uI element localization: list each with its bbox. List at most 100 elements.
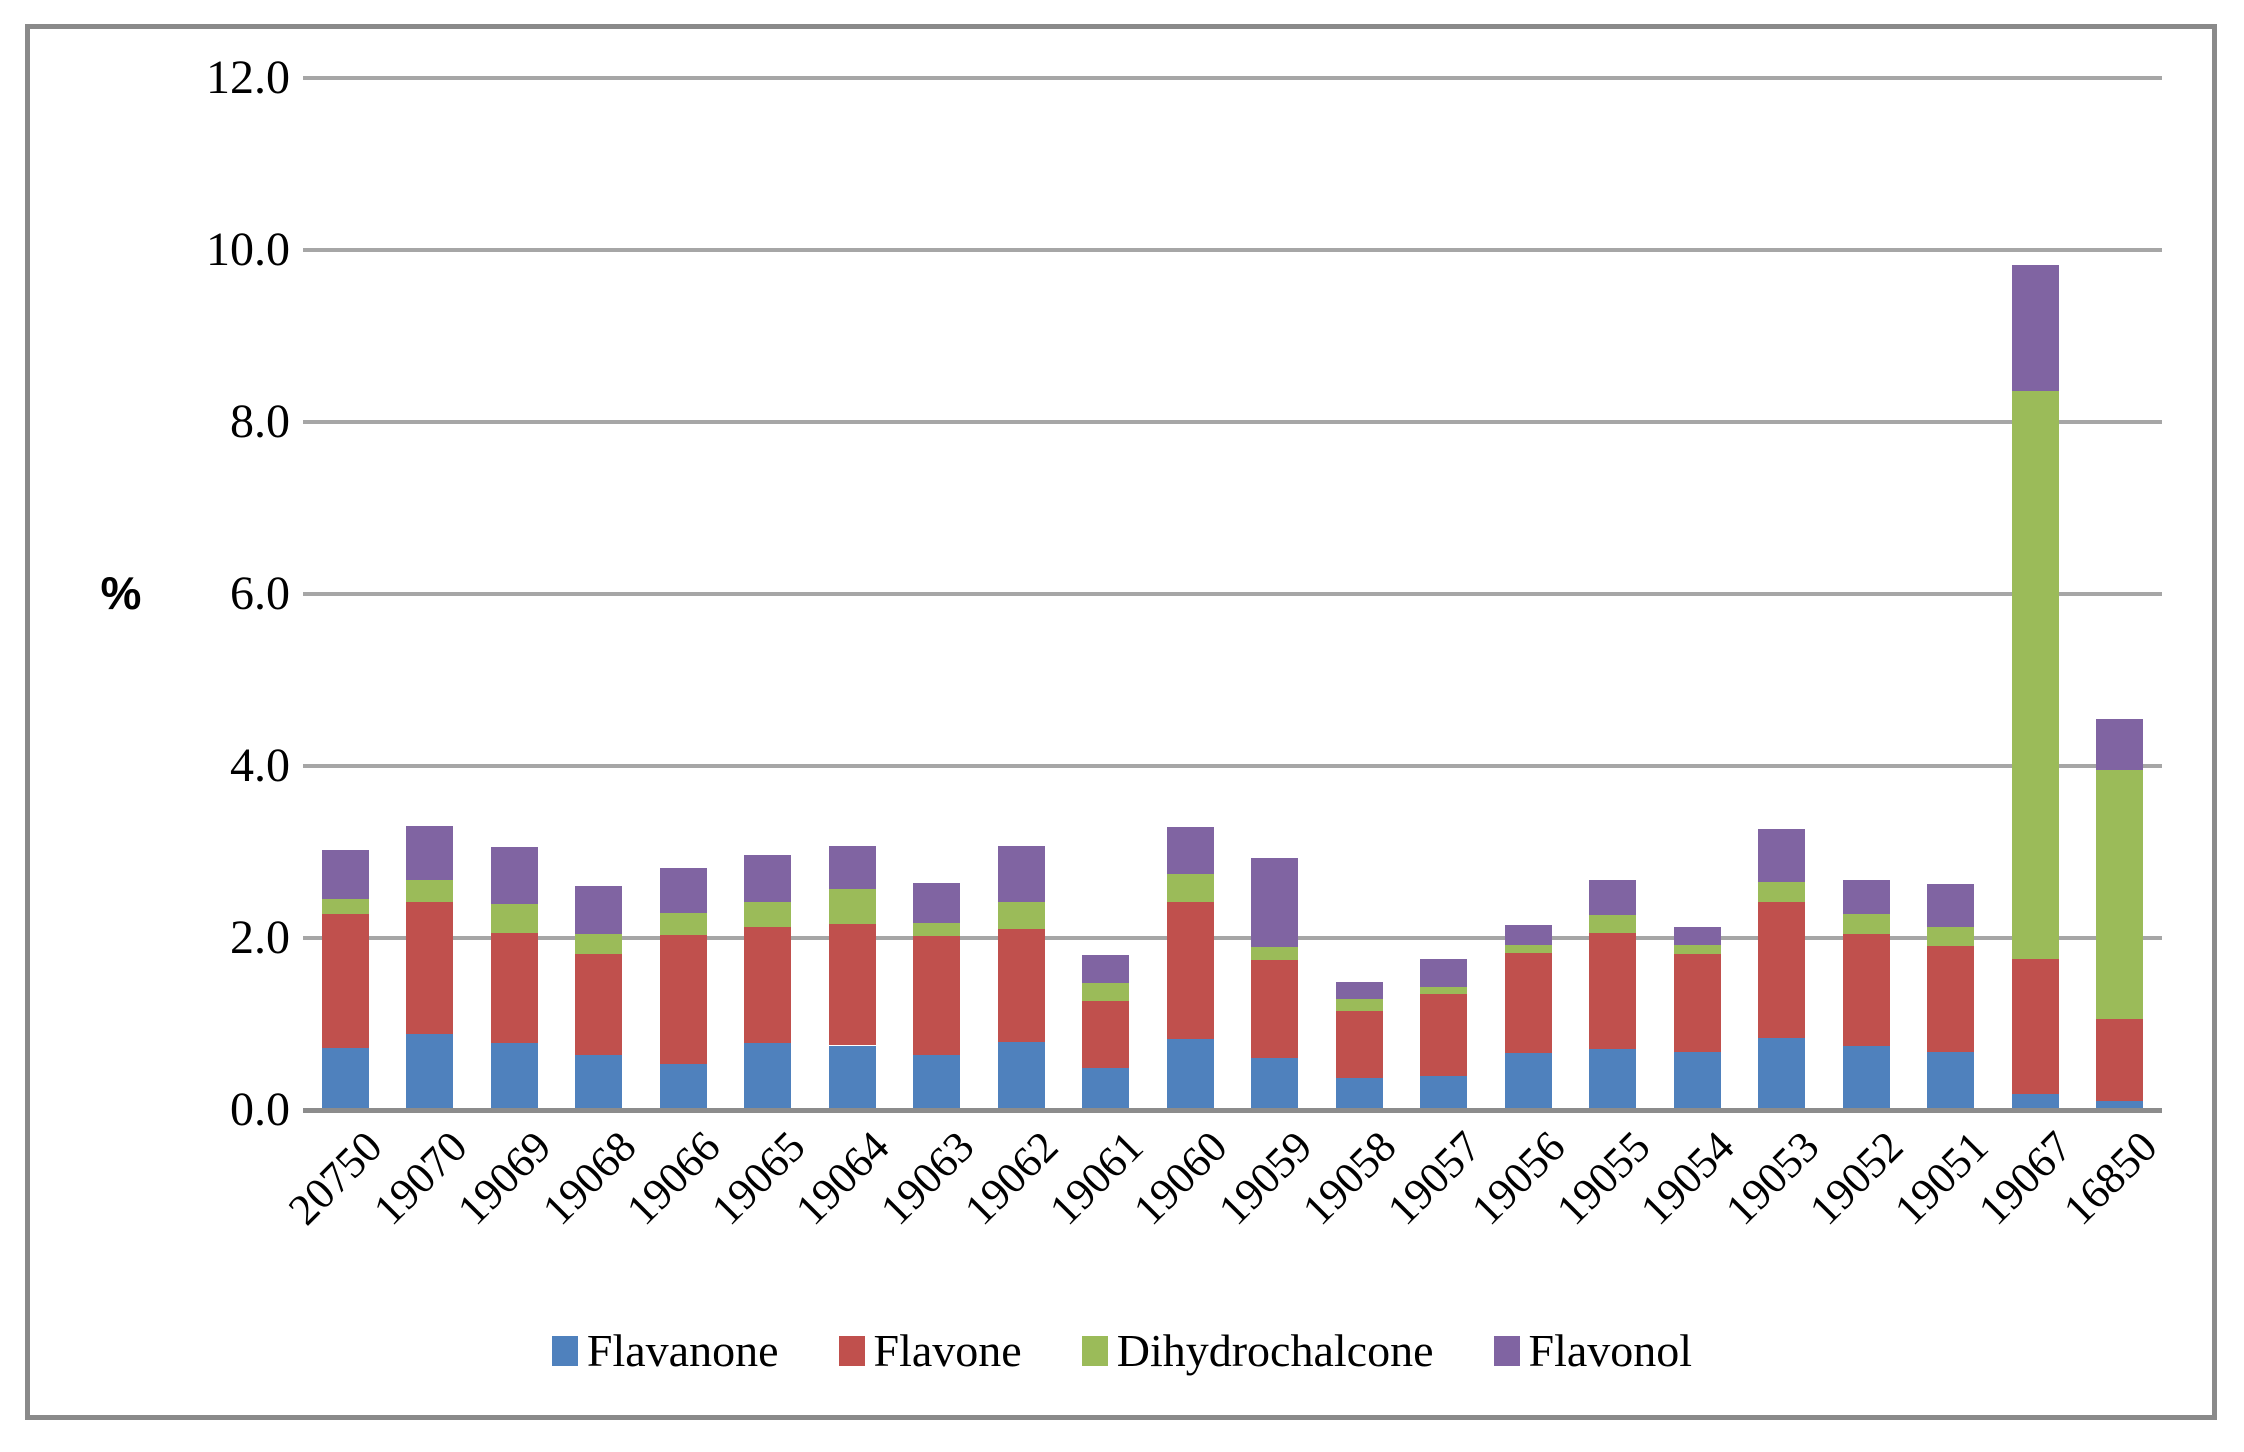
bar-segment-19062-dihydrochalcone	[997, 901, 1045, 930]
bar-segment-19057-flavanone	[1420, 1075, 1468, 1110]
bar-segment-19065-flavanone	[744, 1042, 792, 1110]
bar-segment-19067-flavonol	[2011, 264, 2059, 392]
bar-segment-19052-flavonol	[1842, 880, 1890, 914]
bar-segment-19057-dihydrochalcone	[1420, 987, 1468, 994]
y-tick-label-6.0: 6.0	[230, 567, 290, 620]
legend-item-flavonol: Flavonol	[1493, 1325, 1693, 1376]
bar-segment-19059-dihydrochalcone	[1251, 946, 1299, 961]
legend-swatch-icon	[1081, 1336, 1108, 1366]
bar-segment-19066-dihydrochalcone	[659, 913, 707, 935]
bar-segment-19051-flavonol	[1927, 883, 1975, 927]
bar-segment-19063-flavanone	[913, 1054, 961, 1110]
bar-segment-19064-flavanone	[828, 1045, 876, 1110]
bar-segment-19067-flavanone	[2011, 1093, 2059, 1110]
bar-segment-19054-dihydrochalcone	[1673, 944, 1721, 955]
bar-segment-20750-flavone	[321, 913, 369, 1049]
bar-segment-19053-flavonol	[1758, 828, 1806, 883]
bar-segment-19056-flavone	[1504, 953, 1552, 1054]
bar-segment-19058-dihydrochalcone	[1335, 999, 1383, 1012]
legend-item-flavanone: Flavanone	[551, 1325, 779, 1376]
gridline-8.0	[303, 420, 2162, 424]
bar-segment-19053-dihydrochalcone	[1758, 882, 1806, 902]
bar-segment-19058-flavone	[1335, 1011, 1383, 1079]
bar-segment-19060-flavonol	[1166, 827, 1214, 875]
bar-segment-19052-dihydrochalcone	[1842, 913, 1890, 934]
y-tick-label-0.0: 0.0	[230, 1083, 290, 1136]
bar-segment-19064-flavonol	[828, 845, 876, 889]
bar-segment-19064-flavone	[828, 924, 876, 1046]
gridline-6.0	[303, 592, 2162, 596]
bar-segment-19060-dihydrochalcone	[1166, 874, 1214, 902]
bar-segment-19065-flavone	[744, 926, 792, 1043]
bar-segment-19061-flavone	[1082, 1000, 1130, 1068]
bar-segment-19062-flavonol	[997, 845, 1045, 902]
bar-segment-20750-dihydrochalcone	[321, 899, 369, 914]
bar-segment-19063-flavone	[913, 936, 961, 1055]
bar-segment-16850-flavanone	[2096, 1100, 2144, 1110]
bar-segment-19068-flavone	[575, 954, 623, 1055]
bar-segment-19070-dihydrochalcone	[406, 879, 454, 902]
bar-segment-19059-flavonol	[1251, 858, 1299, 947]
legend-label: Dihydrochalcone	[1116, 1325, 1434, 1376]
legend-label: Flavone	[873, 1325, 1022, 1376]
bar-segment-19061-flavonol	[1082, 955, 1130, 983]
bar-segment-19060-flavone	[1166, 901, 1214, 1040]
bar-segment-20750-flavonol	[321, 850, 369, 900]
bar-segment-19068-dihydrochalcone	[575, 933, 623, 955]
bar-segment-19069-dihydrochalcone	[490, 903, 538, 933]
bar-segment-19065-flavonol	[744, 855, 792, 902]
y-tick-label-2.0: 2.0	[230, 911, 290, 964]
y-tick-label-4.0: 4.0	[230, 739, 290, 792]
chart-border	[25, 24, 2217, 1420]
bar-segment-19056-flavonol	[1504, 925, 1552, 945]
legend-item-dihydrochalcone: Dihydrochalcone	[1081, 1325, 1434, 1376]
legend-item-flavone: Flavone	[838, 1325, 1022, 1376]
bar-segment-19058-flavanone	[1335, 1078, 1383, 1110]
bar-segment-19059-flavone	[1251, 960, 1299, 1059]
gridline-10.0	[303, 248, 2162, 252]
legend-label: Flavanone	[586, 1325, 779, 1376]
bar-segment-19059-flavanone	[1251, 1058, 1299, 1110]
x-axis-line	[303, 1108, 2162, 1113]
bar-segment-19063-dihydrochalcone	[913, 923, 961, 937]
legend-swatch-icon	[551, 1336, 578, 1366]
bar-segment-19051-dihydrochalcone	[1927, 926, 1975, 946]
bar-segment-19055-dihydrochalcone	[1589, 914, 1637, 933]
bar-segment-19065-dihydrochalcone	[744, 901, 792, 927]
legend: Flavanone Flavone Dihydrochalcone Flavonol	[0, 1328, 2244, 1374]
y-tick-label-10.0: 10.0	[206, 223, 290, 276]
bar-segment-19068-flavanone	[575, 1054, 623, 1110]
bar-segment-19053-flavanone	[1758, 1037, 1806, 1110]
bar-segment-19066-flavanone	[659, 1063, 707, 1110]
bar-segment-19056-dihydrochalcone	[1504, 944, 1552, 954]
bar-segment-19052-flavone	[1842, 933, 1890, 1047]
gridline-2.0	[303, 936, 2162, 940]
gridline-4.0	[303, 764, 2162, 768]
bar-segment-19062-flavanone	[997, 1042, 1045, 1110]
bar-segment-19069-flavonol	[490, 846, 538, 904]
bar-segment-19069-flavanone	[490, 1042, 538, 1110]
bar-segment-19052-flavanone	[1842, 1046, 1890, 1110]
y-tick-label-8.0: 8.0	[230, 395, 290, 448]
bar-segment-19053-flavone	[1758, 901, 1806, 1038]
bar-segment-19062-flavone	[997, 929, 1045, 1043]
bar-segment-19061-flavanone	[1082, 1067, 1130, 1110]
bar-segment-19054-flavonol	[1673, 926, 1721, 945]
bar-segment-19066-flavonol	[659, 868, 707, 914]
bar-segment-19056-flavanone	[1504, 1053, 1552, 1110]
bar-segment-19057-flavonol	[1420, 958, 1468, 987]
y-axis-title: %	[100, 567, 142, 619]
bar-segment-19058-flavonol	[1335, 981, 1383, 1000]
bar-segment-16850-dihydrochalcone	[2096, 770, 2144, 1019]
bar-segment-19054-flavone	[1673, 954, 1721, 1053]
bar-segment-19061-dihydrochalcone	[1082, 982, 1130, 1001]
bar-segment-19070-flavone	[406, 901, 454, 1035]
legend-label: Flavonol	[1528, 1325, 1693, 1376]
bar-segment-19064-dihydrochalcone	[828, 888, 876, 925]
bar-segment-19067-flavone	[2011, 958, 2059, 1094]
y-tick-label-12.0: 12.0	[206, 51, 290, 104]
bar-segment-19055-flavone	[1589, 932, 1637, 1049]
bar-segment-19051-flavanone	[1927, 1051, 1975, 1110]
bar-segment-19055-flavonol	[1589, 880, 1637, 915]
